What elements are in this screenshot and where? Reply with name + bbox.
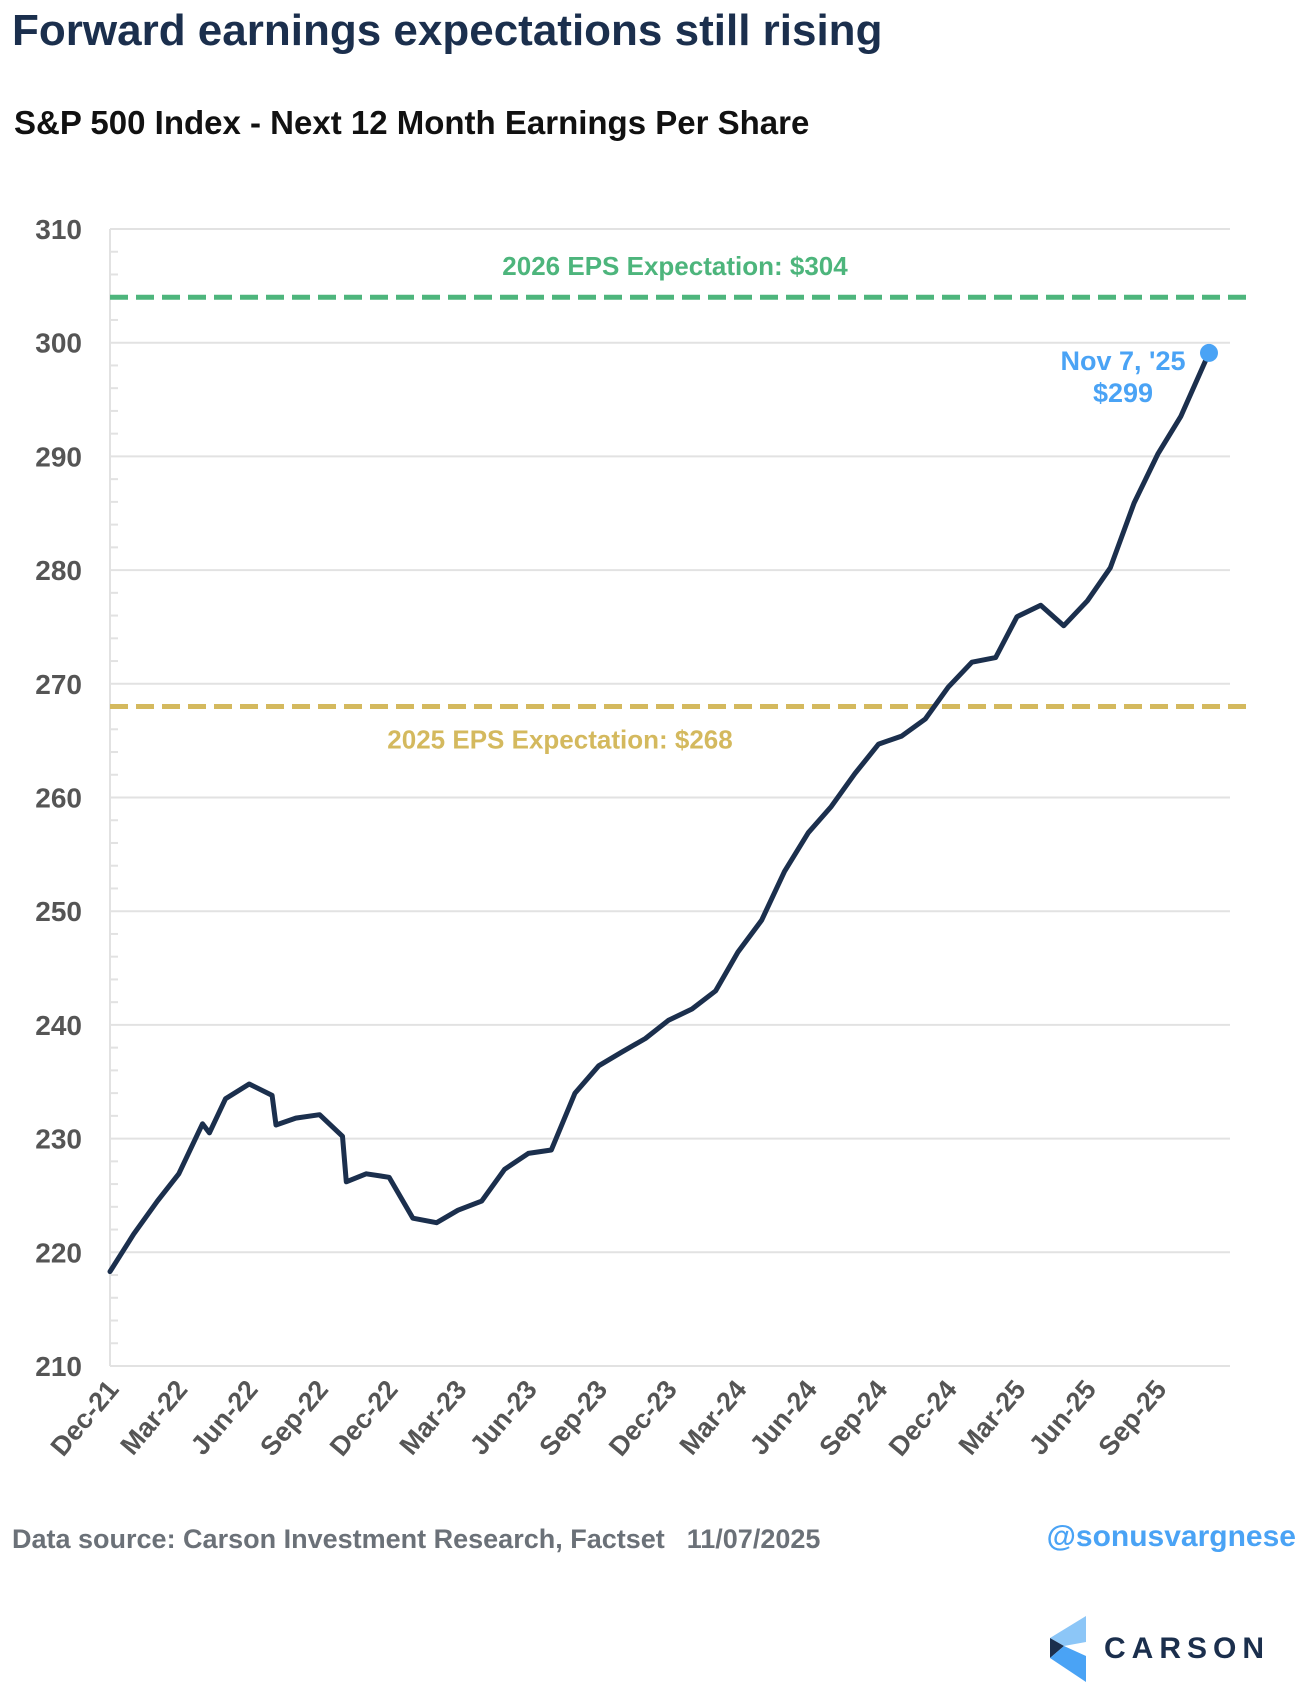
chart-title: Forward earnings expectations still risi… (12, 6, 883, 55)
y-axis: 210 220 230 240 250 260 270 280 290 300 310 (35, 214, 82, 1382)
x-tick-label: Jun-24 (744, 1375, 823, 1461)
annotation-value: $299 (1093, 378, 1153, 408)
x-tick-label: Dec-23 (603, 1375, 683, 1462)
x-tick-label: Mar-25 (953, 1375, 1032, 1461)
carson-logo: CARSON (1050, 1616, 1270, 1682)
y-tick-label: 250 (35, 896, 82, 927)
logo-text: CARSON (1104, 1632, 1271, 1665)
source-date: 11/07/2025 (686, 1524, 821, 1554)
x-tick-label: Mar-24 (674, 1375, 753, 1461)
y-tick-label: 290 (35, 441, 82, 472)
x-tick-label: Sep-25 (1092, 1375, 1172, 1462)
y-tick-label: 220 (35, 1237, 82, 1268)
x-tick-label: Jun-22 (185, 1375, 264, 1461)
x-tick-label: Dec-21 (45, 1375, 125, 1462)
x-axis: Dec-21Mar-22Jun-22Sep-22Dec-22Mar-23Jun-… (45, 1375, 1173, 1462)
x-tick-label: Sep-24 (813, 1375, 893, 1462)
x-tick-label: Dec-22 (324, 1375, 404, 1462)
x-tick-label: Jun-25 (1023, 1375, 1102, 1461)
x-tick-label: Dec-24 (883, 1375, 963, 1462)
annotation-date: Nov 7, '25 (1061, 346, 1186, 376)
y-tick-label: 310 (35, 214, 82, 245)
latest-point-marker (1200, 343, 1218, 362)
data-source: Data source: Carson Investment Research,… (12, 1524, 820, 1555)
source-text: Data source: Carson Investment Research,… (12, 1524, 665, 1554)
grid-lines (109, 228, 1230, 1367)
x-tick-label: Jun-23 (464, 1375, 543, 1461)
y-tick-label: 280 (35, 555, 82, 586)
x-tick-label: Mar-23 (394, 1375, 473, 1461)
y-tick-label: 230 (35, 1124, 82, 1155)
reference-line-label: 2025 EPS Expectation: $268 (387, 725, 732, 755)
reference-line-label: 2026 EPS Expectation: $304 (502, 251, 848, 281)
author-handle[interactable]: @sonusvargnese (1046, 1520, 1296, 1553)
y-tick-label: 300 (35, 328, 82, 359)
y-tick-label: 210 (35, 1351, 82, 1382)
y-tick-label: 260 (35, 783, 82, 814)
x-tick-label: Mar-22 (114, 1375, 193, 1461)
y-tick-label: 240 (35, 1010, 82, 1041)
y-tick-label: 270 (35, 669, 82, 700)
carson-logo-icon (1050, 1616, 1086, 1682)
reference-lines: 2026 EPS Expectation: $304 2025 EPS Expec… (110, 251, 1246, 755)
chart-subtitle: S&P 500 Index - Next 12 Month Earnings P… (14, 104, 810, 141)
x-tick-label: Sep-23 (533, 1375, 613, 1462)
x-tick-label: Sep-22 (254, 1375, 334, 1462)
eps-series-line (107, 350, 1212, 1275)
